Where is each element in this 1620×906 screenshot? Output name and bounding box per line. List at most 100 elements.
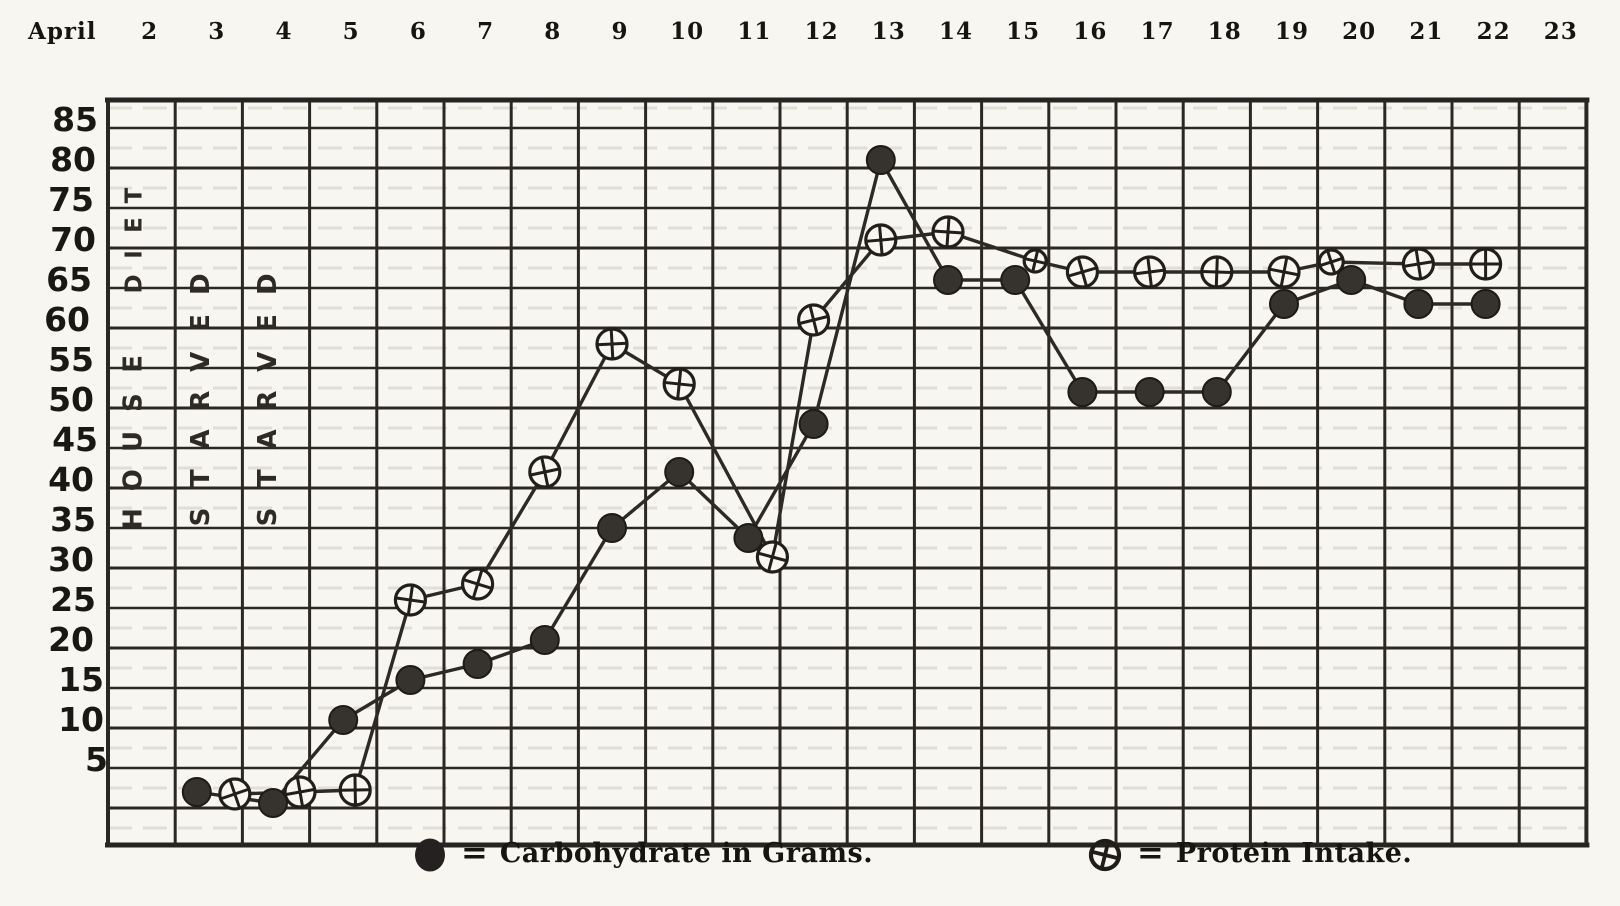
carbohydrate-marker [328,705,359,735]
protein-marker-cross [664,368,695,400]
protein-marker-cross-line [945,216,951,248]
carbohydrate-marker [181,777,212,807]
carbohydrate-marker [1336,265,1367,295]
vertical-annotation-letter: D [253,273,283,295]
carbohydrate-marker [1269,289,1299,319]
vertical-annotation-letter: T [122,187,148,203]
x-axis-date-label: 21 [1409,18,1444,45]
carbohydrate-marker [1201,377,1232,407]
protein-marker-cross [529,457,560,487]
protein-marker-cross-line [1326,250,1337,274]
protein-marker-cross-line [877,224,884,256]
equals-sign: = [1137,833,1164,871]
vertical-annotation-letter: E [122,217,148,233]
protein-marker-cross [1268,256,1300,288]
protein-marker-cross [596,328,628,360]
carbohydrate-marker [462,649,493,679]
x-axis-date-label: 15 [1006,18,1041,45]
vertical-annotation-letter: D [122,274,148,293]
y-axis-tick-label: 50 [48,380,94,419]
carbohydrate-marker [1067,377,1098,407]
protein-marker-cross [757,542,788,572]
protein-marker-cross [284,776,316,808]
equals-sign: = [461,833,488,871]
carbohydrate-marker [1134,377,1165,407]
vertical-annotation-letter: O [119,469,149,491]
y-axis-tick-label: 70 [50,220,96,259]
carbohydrate-marker [1000,265,1031,295]
x-axis-date-label: 6 [409,18,427,45]
x-axis-date-label: 5 [342,18,360,45]
carbohydrate-marker [733,523,764,553]
protein-marker-cross-line [767,542,778,572]
y-axis-tick-label: 35 [50,500,96,539]
x-axis-date-label: 11 [737,18,772,45]
vertical-annotation-letter: S [253,508,283,527]
protein-marker-cross [220,779,250,809]
vertical-annotation-letter: H [119,508,149,530]
vertical-annotation-letter: E [253,314,283,332]
vertical-annotation-letter: U [119,431,149,452]
carbohydrate-marker [798,409,829,439]
vertical-annotation-letter: R [253,391,283,411]
legend-label-protein: Protein Intake. [1175,837,1413,869]
protein-marker-cross [1134,256,1165,288]
protein-marker-cross-line [1214,256,1219,288]
y-axis-tick-label: 65 [46,260,92,299]
protein-marker-cross-line [1076,257,1088,287]
protein-marker-cross [865,224,896,256]
vertical-annotation-letter: A [186,429,216,449]
protein-marker-cross-line [471,569,484,599]
y-axis-tick-label: 5 [85,740,108,779]
protein-marker-cross-line [1031,249,1040,273]
vertical-annotation-letter: S [119,393,149,412]
x-axis: April 2 3 4 5 6 7 8 9 10 11 12 13 14 15 16 17 18 19 20 21 22… [0,0,1620,60]
y-axis-tick-label: 40 [48,460,94,499]
x-axis-date-label: 17 [1140,18,1175,45]
x-axis-date-label: 22 [1476,18,1511,45]
y-axis-tick-label: 20 [48,620,94,659]
y-axis-tick-label: 85 [52,100,98,139]
vertical-annotation-letter: V [253,352,283,372]
protein-marker-cross [340,774,371,806]
protein-marker-cross-line [1146,256,1153,288]
vertical-annotation-letter: D [186,273,216,295]
crossed-circle-icon [1088,838,1122,872]
protein-marker-cross [798,305,829,335]
vertical-annotation-letter: E [119,355,149,373]
protein-marker-cross-line [676,368,683,400]
carbohydrate-marker [597,513,627,543]
x-axis-date-label: 13 [871,18,906,45]
carbohydrate-marker [395,665,426,695]
y-axis-tick-label: 25 [50,580,96,619]
y-axis-tick-label: 55 [48,340,94,379]
x-axis-date-label: 2 [141,18,159,45]
x-axis-date-label: 12 [804,18,839,45]
protein-marker-cross-line [540,457,550,487]
vertical-annotation-letter: V [186,352,216,372]
y-axis-tick-label: 30 [48,540,94,579]
x-axis-date-label: 8 [544,18,562,45]
legend-label-carbohydrate: Carbohydrate in Grams. [499,837,874,869]
protein-marker-cross [462,569,493,599]
protein-line [233,230,1488,796]
carbohydrate-marker [1470,289,1501,319]
protein-marker-cross [1403,248,1434,280]
x-axis-date-label: 14 [938,18,973,45]
protein-marker-cross-line [295,776,305,808]
x-axis-date-label: 16 [1073,18,1108,45]
protein-marker-cross-line [406,584,414,616]
protein-marker-cross-line [808,305,819,335]
vertical-annotation-letter: I [122,250,148,259]
x-axis-date-label: 3 [208,18,226,45]
carbohydrate-marker [933,265,963,295]
y-axis-tick-label: 45 [52,420,98,459]
vertical-annotation-letter: A [253,429,283,449]
protein-marker-cross-line [609,328,615,360]
x-axis-date-label: 20 [1342,18,1377,45]
protein-marker-cross-line [1279,256,1289,288]
vertical-annotation-letter: S [186,508,216,527]
y-axis-tick-label: 10 [58,700,104,739]
protein-marker-cross-line [353,774,357,806]
